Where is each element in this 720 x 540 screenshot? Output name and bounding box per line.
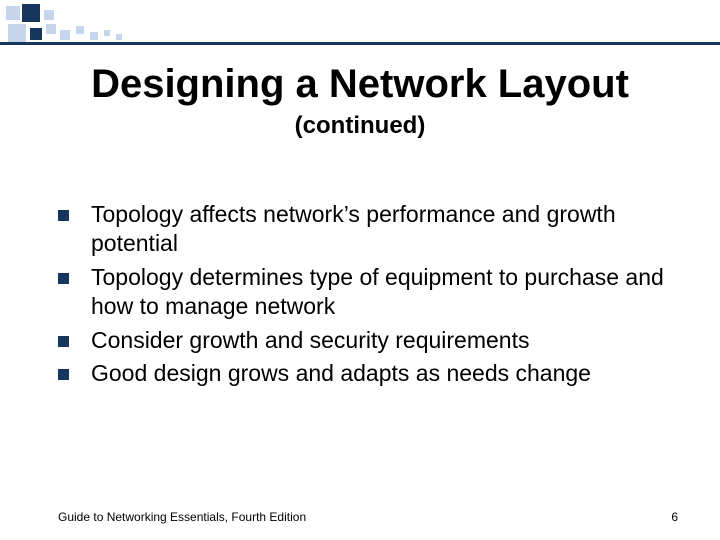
- bullet-text: Topology affects network’s performance a…: [91, 200, 678, 259]
- deco-square: [76, 26, 84, 34]
- bullet-row: Topology determines type of equipment to…: [58, 263, 678, 322]
- deco-square: [46, 24, 56, 34]
- deco-square: [60, 30, 70, 40]
- bullet-text: Topology determines type of equipment to…: [91, 263, 678, 322]
- deco-square: [104, 30, 110, 36]
- bullet-row: Consider growth and security requirement…: [58, 326, 678, 355]
- bullet-text: Consider growth and security requirement…: [91, 326, 529, 355]
- bullet-square-icon: [58, 210, 69, 221]
- title-block: Designing a Network Layout (continued): [0, 62, 720, 140]
- footer-left: Guide to Networking Essentials, Fourth E…: [58, 510, 306, 524]
- slide-title: Designing a Network Layout: [0, 62, 720, 106]
- deco-square: [30, 28, 42, 40]
- deco-square: [6, 6, 20, 20]
- page-number: 6: [671, 510, 678, 524]
- bullet-square-icon: [58, 273, 69, 284]
- bullet-text: Good design grows and adapts as needs ch…: [91, 359, 591, 388]
- footer: Guide to Networking Essentials, Fourth E…: [58, 510, 678, 524]
- bullet-row: Topology affects network’s performance a…: [58, 200, 678, 259]
- bullet-row: Good design grows and adapts as needs ch…: [58, 359, 678, 388]
- bullet-square-icon: [58, 369, 69, 380]
- deco-square: [90, 32, 98, 40]
- header-decoration: [0, 0, 720, 48]
- deco-square: [8, 24, 26, 42]
- deco-square: [116, 34, 122, 40]
- slide: Designing a Network Layout (continued) T…: [0, 0, 720, 540]
- body: Topology affects network’s performance a…: [58, 200, 678, 393]
- deco-square: [22, 4, 40, 22]
- bullet-square-icon: [58, 336, 69, 347]
- deco-square: [44, 10, 54, 20]
- slide-subtitle: (continued): [0, 112, 720, 140]
- header-rule: [0, 42, 720, 45]
